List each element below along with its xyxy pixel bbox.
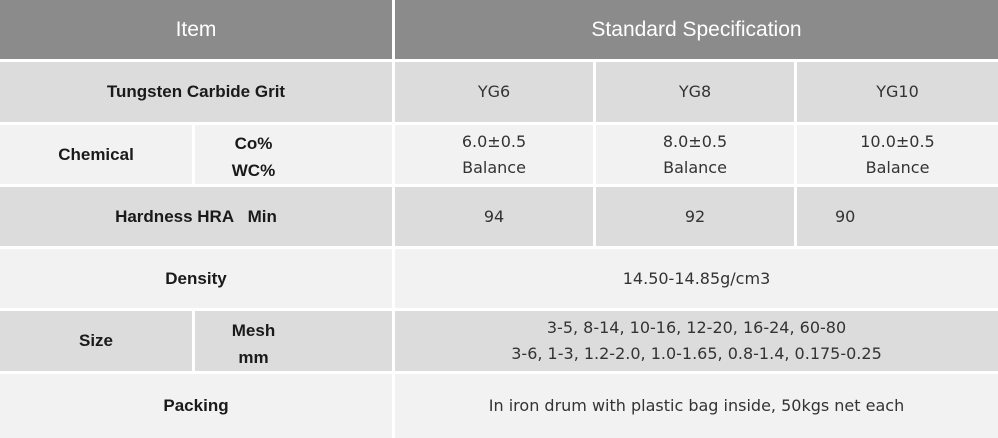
wc-value-yg10: Balance — [865, 157, 930, 177]
size-values: 3-5, 8-14, 10-16, 12-20, 16-24, 60-80 3-… — [395, 311, 998, 374]
mm-label: mm — [238, 347, 269, 367]
co-percent-label: Co% — [234, 133, 273, 153]
mesh-values: 3-5, 8-14, 10-16, 12-20, 16-24, 60-80 — [546, 318, 847, 338]
mesh-label: Mesh — [231, 320, 276, 340]
co-value-yg8: 8.0±0.5 — [662, 131, 728, 151]
chemical-yg10: 10.0±0.5 Balance — [797, 125, 998, 187]
grade-yg8: YG8 — [596, 62, 797, 125]
hardness-yg8: 92 — [596, 187, 797, 249]
header-item: Item — [0, 0, 395, 62]
chemical-sublabels: Co% WC% — [195, 125, 395, 187]
co-value-yg6: 6.0±0.5 — [461, 131, 527, 151]
chemical-yg8: 8.0±0.5 Balance — [596, 125, 797, 187]
grade-yg6: YG6 — [395, 62, 596, 125]
hardness-label: Hardness HRA Min — [0, 187, 395, 249]
density-label: Density — [0, 249, 395, 311]
density-value: 14.50-14.85g/cm3 — [395, 249, 998, 311]
wc-value-yg6: Balance — [462, 157, 526, 177]
mm-values: 3-6, 1-3, 1.2-2.0, 1.0-1.65, 0.8-1.4, 0.… — [511, 344, 882, 363]
wc-percent-label: WC% — [231, 160, 276, 180]
packing-value: In iron drum with plastic bag inside, 50… — [395, 374, 998, 438]
size-sublabels: Mesh mm — [195, 311, 395, 374]
packing-label: Packing — [0, 374, 395, 438]
size-label: Size — [0, 311, 195, 374]
grade-yg10: YG10 — [797, 62, 998, 125]
hardness-yg10: 90 — [797, 187, 998, 249]
co-value-yg10: 10.0±0.5 — [860, 131, 935, 151]
wc-value-yg8: Balance — [663, 157, 727, 177]
grit-label: Tungsten Carbide Grit — [0, 62, 395, 125]
chemical-yg6: 6.0±0.5 Balance — [395, 125, 596, 187]
hardness-yg6: 94 — [395, 187, 596, 249]
header-standard-specification: Standard Specification — [395, 0, 998, 62]
chemical-label: Chemical — [0, 125, 195, 187]
